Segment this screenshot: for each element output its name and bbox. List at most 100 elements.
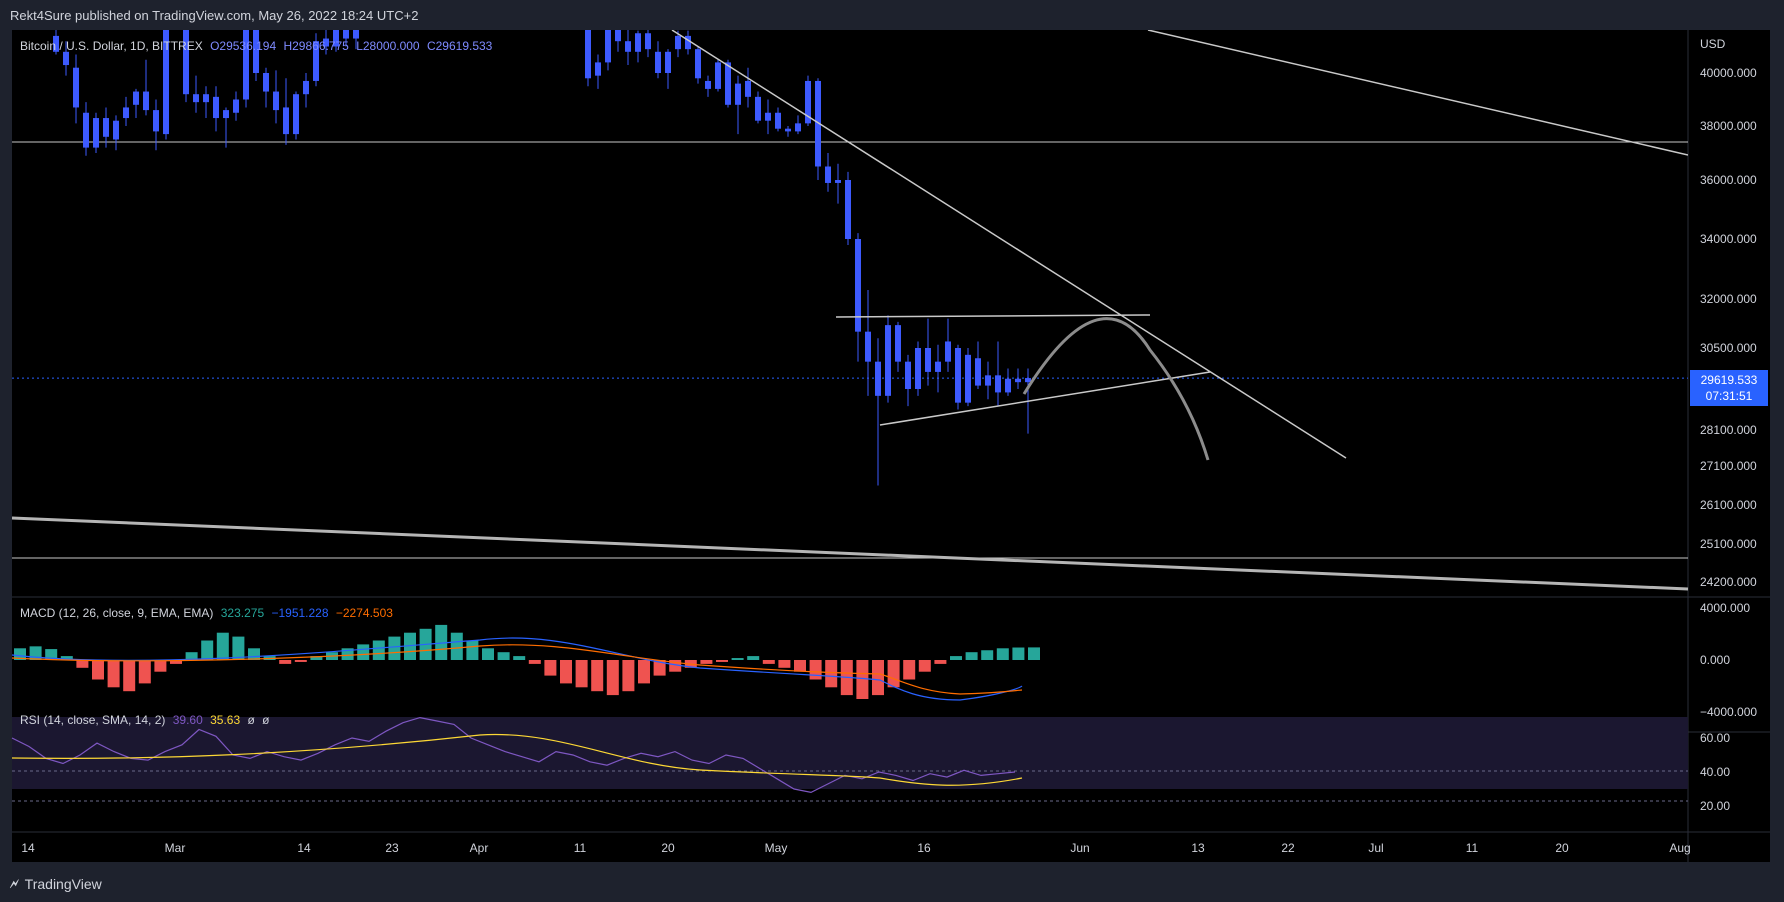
macd-hist-bar bbox=[357, 644, 370, 660]
price-tick-label: 25100.000 bbox=[1700, 537, 1757, 551]
candle-apr-may-body bbox=[595, 62, 601, 76]
candle-feb-mar-body bbox=[103, 118, 109, 137]
rsi-sma-line bbox=[11, 733, 1023, 786]
macd-hist-bar bbox=[731, 658, 744, 660]
macd-hist-bar bbox=[138, 660, 151, 684]
descending-trendline bbox=[671, 30, 1347, 459]
candle-feb-mar-body bbox=[163, 30, 169, 135]
rsi-tick-label: 40.00 bbox=[1700, 765, 1730, 779]
candle-feb-mar-body bbox=[343, 30, 349, 39]
macd-tick-label: 0.000 bbox=[1700, 653, 1730, 667]
macd-hist-bar bbox=[560, 660, 572, 684]
macd-hist-bar bbox=[747, 656, 760, 660]
rsi-label[interactable]: RSI (14, close, SMA, 14, 2) bbox=[20, 713, 166, 727]
candle-apr-may-body bbox=[885, 325, 891, 396]
price-tick-label: 26100.000 bbox=[1700, 498, 1757, 512]
price-tick-label: 27100.000 bbox=[1700, 459, 1757, 473]
candle-apr-may-body bbox=[685, 35, 691, 50]
macd-hist-bar bbox=[638, 660, 650, 684]
macd-hist-bar bbox=[154, 660, 167, 672]
symbol-label[interactable]: Bitcoin / U.S. Dollar, 1D, BITTREX bbox=[20, 39, 203, 53]
rsi-tick-label: 60.00 bbox=[1700, 731, 1730, 745]
macd-tick-label: 4000.000 bbox=[1700, 601, 1750, 615]
candle-feb-mar-body bbox=[313, 41, 319, 81]
candle-apr-may-body bbox=[915, 348, 921, 389]
candle-apr-may-body bbox=[995, 375, 1001, 393]
macd-hist-bar bbox=[778, 660, 791, 668]
ascending-support-line bbox=[879, 371, 1211, 426]
macd-hist-bar bbox=[310, 656, 323, 660]
time-tick-label: 13 bbox=[1191, 841, 1205, 855]
macd-hist-bar bbox=[965, 652, 978, 660]
macd-hist-bar bbox=[903, 660, 916, 680]
candle-apr-may-body bbox=[785, 128, 791, 132]
time-tick-label: Jul bbox=[1368, 841, 1383, 855]
macd-hist-bar bbox=[872, 660, 884, 696]
macd-hist-bar bbox=[887, 660, 900, 688]
candle-apr-may-body bbox=[845, 180, 851, 239]
price-tick-label: 34000.000 bbox=[1700, 232, 1757, 246]
time-tick-label: Aug bbox=[1669, 841, 1690, 855]
bar-countdown: 07:31:51 bbox=[1705, 389, 1753, 403]
macd-hist-bar bbox=[513, 656, 526, 660]
publish-header: Rekt4Sure published on TradingView.com, … bbox=[10, 8, 419, 23]
candle-feb-mar-body bbox=[153, 110, 159, 132]
price-axis-currency: USD bbox=[1700, 37, 1726, 51]
macd-hist-bar bbox=[248, 648, 260, 660]
macd-hist-bar bbox=[856, 660, 869, 699]
macd-hist-bar bbox=[544, 660, 557, 676]
tradingview-logo[interactable]: 🗲 TradingView bbox=[10, 876, 102, 892]
rsi-extra-2: ø bbox=[262, 713, 270, 727]
time-tick-label: Mar bbox=[165, 841, 186, 855]
price-tick-label: 30500.000 bbox=[1700, 341, 1757, 355]
candle-apr-may-body bbox=[1005, 378, 1011, 393]
price-pane bbox=[12, 30, 1688, 591]
time-tick-label: 22 bbox=[1281, 841, 1295, 855]
candle-feb-mar-body bbox=[193, 94, 199, 103]
candle-apr-may-body bbox=[775, 112, 781, 129]
candle-feb-mar-body bbox=[63, 51, 69, 66]
macd-hist-bar bbox=[341, 648, 354, 660]
macd-signal-line bbox=[11, 644, 1023, 695]
candle-apr-may-body bbox=[1025, 378, 1031, 383]
candle-apr-may-body bbox=[645, 33, 651, 50]
macd-label[interactable]: MACD (12, 26, close, 9, EMA, EMA) bbox=[20, 606, 214, 620]
candle-apr-may-body bbox=[1015, 378, 1021, 383]
candle-feb-mar-body bbox=[53, 35, 59, 52]
macd-hist-bar bbox=[60, 656, 73, 660]
time-tick-label: May bbox=[765, 841, 788, 855]
candle-apr-may-body bbox=[875, 361, 881, 396]
rsi-sma-value: 35.63 bbox=[210, 713, 241, 727]
macd-line bbox=[11, 637, 1023, 701]
candle-feb-mar-body bbox=[323, 38, 329, 47]
candle-feb-mar-body bbox=[303, 80, 309, 95]
low-value: L28000.000 bbox=[356, 39, 420, 53]
candle-apr-may-body bbox=[895, 325, 901, 362]
open-value: O29536.194 bbox=[210, 39, 277, 53]
candle-apr-may-body bbox=[585, 30, 591, 79]
macd-hist-bar bbox=[92, 660, 104, 680]
macd-hist-bar bbox=[825, 660, 838, 688]
macd-hist-bar bbox=[404, 632, 416, 660]
candle-apr-may-body bbox=[605, 30, 611, 63]
macd-hist-bar bbox=[918, 660, 931, 672]
close-value: C29619.533 bbox=[426, 39, 493, 53]
candle-feb-mar-body bbox=[243, 30, 249, 100]
candle-apr-may-body bbox=[625, 41, 631, 52]
time-tick-label: 11 bbox=[574, 841, 587, 855]
macd-hist-bar bbox=[981, 650, 994, 660]
range-top-line bbox=[835, 314, 1151, 318]
candle-feb-mar-body bbox=[253, 30, 259, 74]
time-tick-label: 11 bbox=[1466, 841, 1479, 855]
candle-apr-may-body bbox=[935, 361, 941, 372]
macd-line-value: −1951.228 bbox=[271, 606, 329, 620]
candle-apr-may-body bbox=[955, 348, 961, 403]
rsi-extra-1: ø bbox=[247, 713, 255, 727]
candle-feb-mar-body bbox=[213, 96, 219, 119]
macd-hist-bar bbox=[450, 632, 463, 660]
price-tick-label: 24200.000 bbox=[1700, 575, 1757, 589]
candle-feb-mar-body bbox=[223, 110, 229, 119]
candle-feb-mar-body bbox=[333, 30, 339, 47]
macd-hist-bar bbox=[45, 649, 58, 660]
